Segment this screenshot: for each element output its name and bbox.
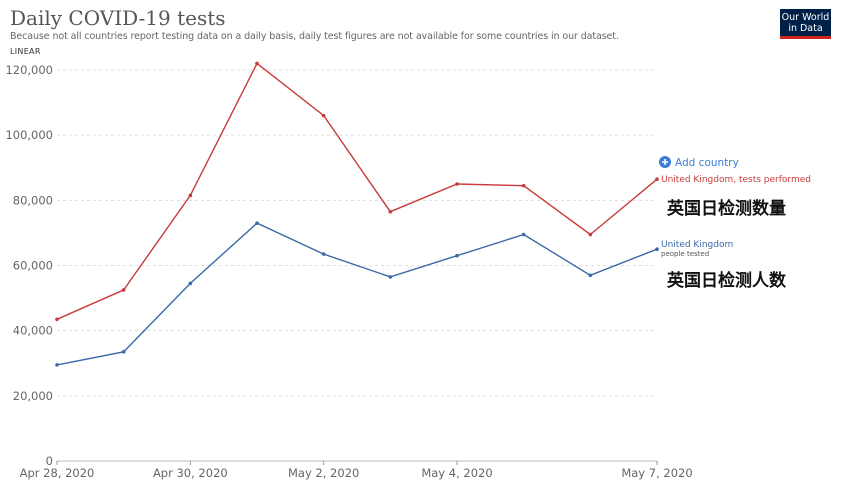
logo-line-2: in Data [788,23,823,34]
add-country-label: Add country [675,157,739,169]
chart-title: Daily COVID-19 tests [10,6,226,30]
data-point[interactable] [55,317,59,322]
y-axis-ticks: 0 20,000 40,000 60,000 80,000 100,000 120,000 [5,63,53,468]
y-tick-label: 80,000 [13,193,53,207]
series-sublabel-people: people tested [661,250,709,258]
data-point[interactable] [321,113,326,118]
series-line-tests[interactable] [56,62,658,320]
y-tick-label: 20,000 [13,389,53,403]
series-label-tests: United Kingdom, tests performed [661,175,811,185]
series-layer [55,61,659,367]
data-point[interactable] [55,363,59,367]
data-point[interactable] [588,273,593,278]
chart-subtitle: Because not all countries report testing… [10,31,619,42]
annotation-tests-cn: 英国日检测数量 [667,198,786,219]
y-tick-label: 40,000 [13,324,53,338]
data-point[interactable] [321,252,326,256]
x-tick-label: May 7, 2020 [621,466,692,480]
data-point[interactable] [255,221,259,225]
y-tick-label: 0 [46,454,53,468]
add-country-button[interactable]: Add country [659,156,739,169]
data-point[interactable] [255,61,259,66]
logo-line-1: Our World [781,12,830,23]
x-tick-label: Apr 28, 2020 [20,466,95,480]
plus-icon [662,159,668,165]
data-point[interactable] [121,288,126,292]
series-line-people[interactable] [56,222,658,366]
data-point[interactable] [588,232,593,237]
data-point[interactable] [388,209,393,214]
data-point[interactable] [655,247,659,252]
series-label-people: United Kingdom [661,240,733,250]
data-point[interactable] [655,177,659,181]
data-point[interactable] [521,183,526,188]
data-point[interactable] [121,350,126,354]
x-tick-label: May 4, 2020 [421,466,492,480]
data-point[interactable] [521,232,526,237]
owid-logo[interactable]: Our World in Data [780,9,831,39]
scale-toggle[interactable]: LINEAR [10,47,41,56]
data-point[interactable] [388,275,393,279]
y-tick-label: 120,000 [5,63,53,77]
data-point[interactable] [455,253,459,258]
data-point[interactable] [455,182,459,186]
annotation-people-cn: 英国日检测人数 [667,270,787,291]
x-tick-label: Apr 30, 2020 [153,466,228,480]
data-point[interactable] [188,193,193,198]
x-tick-label: May 2, 2020 [288,466,359,480]
data-point[interactable] [188,281,193,286]
x-axis-ticks: Apr 28, 2020 Apr 30, 2020 May 2, 2020 May 4… [20,461,693,480]
y-tick-label: 60,000 [13,259,53,273]
y-tick-label: 100,000 [5,128,53,142]
